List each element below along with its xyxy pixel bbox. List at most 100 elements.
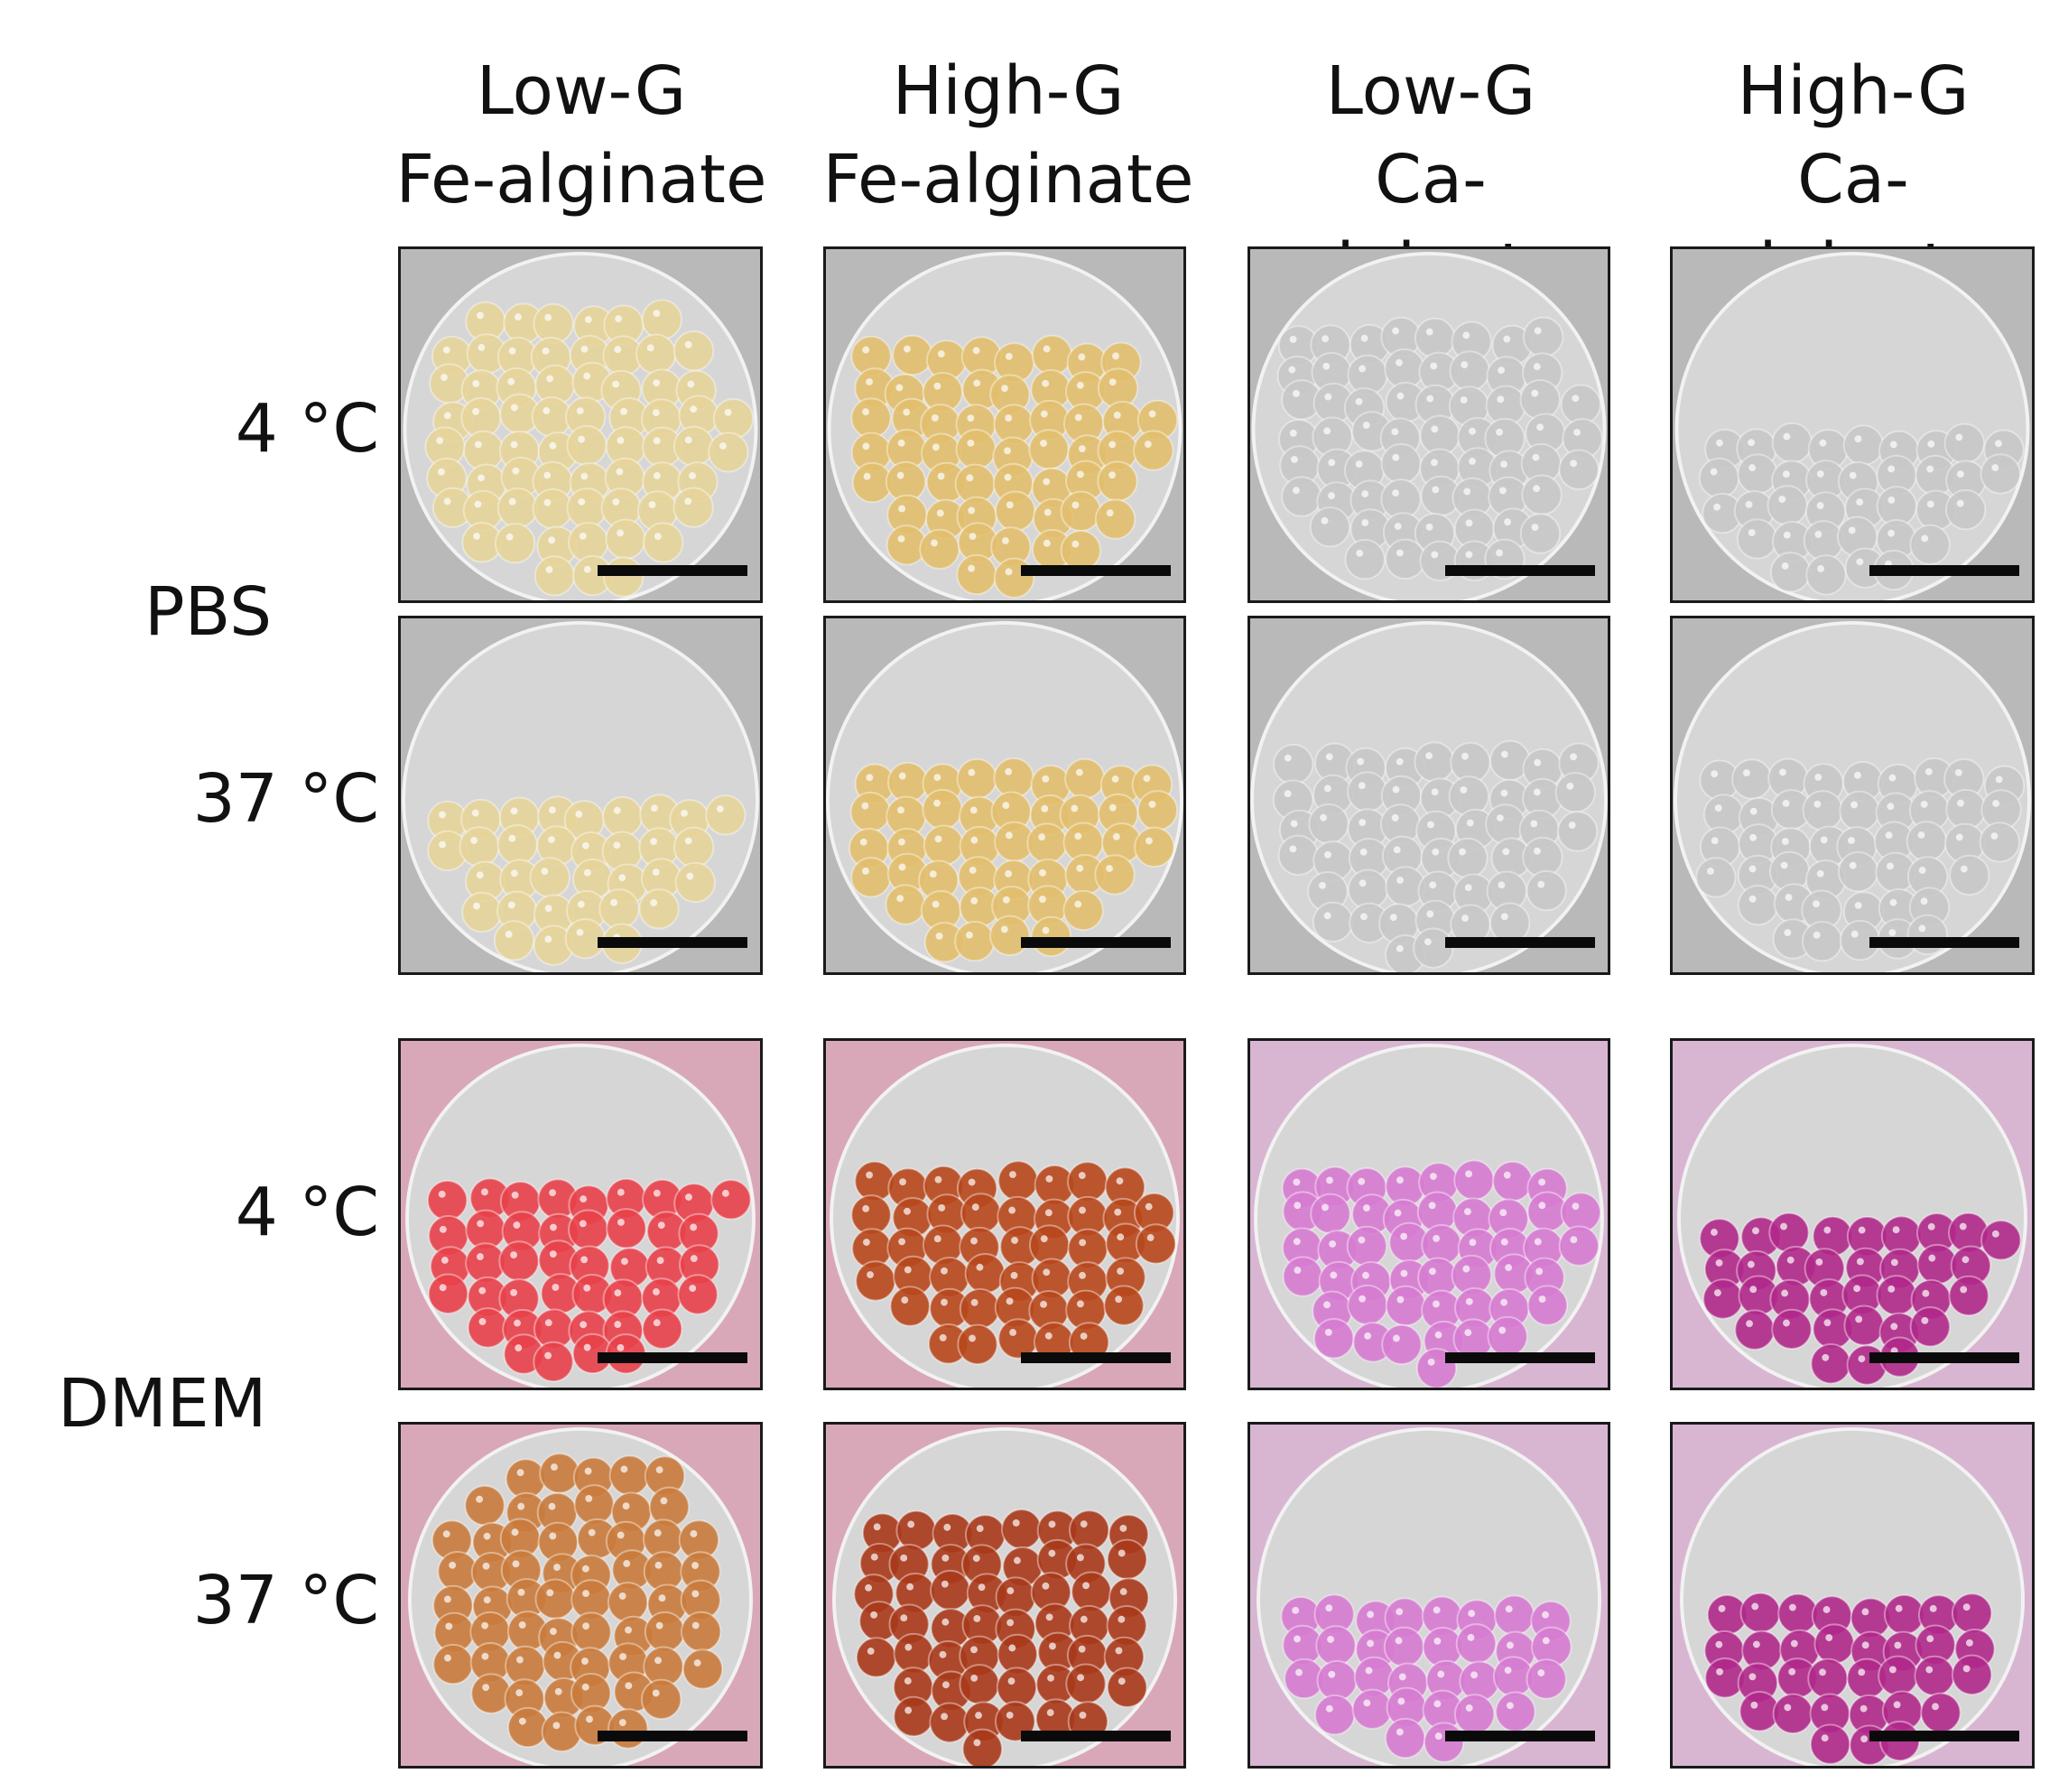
bead: [529, 857, 570, 898]
bead-highlight: [1814, 530, 1822, 538]
bead: [568, 1209, 609, 1250]
bead: [959, 1288, 1001, 1330]
bead: [1526, 869, 1567, 912]
bead: [1385, 1717, 1426, 1760]
bead-highlight: [1013, 1556, 1021, 1565]
bead-highlight: [510, 807, 518, 815]
bead-highlight: [896, 895, 904, 903]
bead-highlight: [904, 1207, 911, 1215]
bead: [464, 1484, 505, 1527]
bead-highlight: [1116, 1177, 1124, 1185]
bead-highlight: [441, 1257, 449, 1264]
bead-highlight: [1071, 501, 1080, 509]
bead: [1385, 538, 1426, 580]
bead: [1455, 1623, 1498, 1665]
bead-highlight: [1080, 1615, 1088, 1623]
photo-drawing: [826, 1041, 1183, 1388]
bead-highlight: [1078, 1645, 1086, 1653]
photo-pbs-37c-low-g-fe: [398, 616, 763, 975]
bead-highlight: [510, 441, 518, 449]
bead-highlight: [1853, 771, 1861, 779]
bead: [1031, 334, 1073, 376]
bead-highlight: [1358, 782, 1366, 790]
bead-highlight: [1425, 328, 1433, 336]
bead-highlight: [1042, 379, 1050, 387]
bead: [1492, 1160, 1534, 1202]
bead-highlight: [862, 442, 870, 450]
bead-highlight: [1715, 1640, 1723, 1648]
bead-highlight: [1040, 1235, 1048, 1243]
column-header-1: Low-G Fe-alginate: [392, 47, 771, 224]
bead: [467, 1307, 509, 1349]
bead: [885, 884, 926, 925]
bead-highlight: [1356, 549, 1364, 557]
bead: [1351, 1688, 1393, 1730]
bead-highlight: [583, 1284, 591, 1292]
bead-highlight: [1465, 1170, 1472, 1178]
bead: [1842, 424, 1885, 466]
bead-highlight: [1430, 362, 1438, 370]
bead-highlight: [862, 1239, 870, 1246]
bead-highlight: [1566, 782, 1574, 790]
bead: [672, 487, 714, 528]
bead-highlight: [1918, 924, 1926, 933]
bead-highlight: [1428, 1202, 1436, 1210]
bead: [1309, 506, 1351, 548]
bead-highlight: [1359, 365, 1367, 373]
bead-highlight: [551, 1463, 558, 1471]
bead: [638, 888, 680, 930]
bead: [1134, 826, 1175, 868]
bead: [1106, 1538, 1148, 1580]
bead-highlight: [973, 1615, 981, 1622]
bead-highlight: [1148, 410, 1156, 418]
photo-pbs-37c-high-g-ca: [1670, 616, 2035, 975]
bead-highlight: [1462, 331, 1470, 339]
bead-highlight: [512, 467, 520, 475]
bead-highlight: [1461, 361, 1469, 368]
bead-highlight: [1323, 912, 1331, 920]
bead-highlight: [1005, 869, 1012, 877]
bead-highlight: [1962, 1603, 1971, 1611]
bead: [1028, 429, 1070, 470]
bead: [1493, 1594, 1535, 1636]
bead-highlight: [1079, 1206, 1086, 1214]
bead-highlight: [1500, 1298, 1508, 1306]
bead: [1906, 914, 1948, 956]
bead-highlight: [972, 1555, 980, 1563]
photo-drawing: [826, 618, 1183, 972]
bead: [1414, 317, 1456, 359]
row-label-dmem-4c: 4 °C: [235, 1174, 379, 1251]
scale-bar: [1445, 1352, 1595, 1363]
bead-highlight: [1434, 1331, 1442, 1339]
bead: [1948, 1275, 1989, 1316]
bead-highlight: [1538, 1178, 1546, 1186]
bead-highlight: [1533, 363, 1541, 371]
bead-highlight: [617, 1531, 625, 1539]
bead: [1695, 857, 1737, 898]
bead-highlight: [1815, 1258, 1823, 1266]
bead-highlight: [1538, 1202, 1546, 1210]
bead: [1801, 921, 1843, 962]
bead-highlight: [544, 935, 552, 943]
bead-highlight: [613, 841, 621, 850]
bead-highlight: [867, 1271, 874, 1278]
bead-highlight: [1115, 1295, 1123, 1304]
bead-highlight: [653, 1288, 660, 1295]
bead-highlight: [554, 1687, 562, 1695]
bead: [1060, 529, 1101, 571]
bead-highlight: [965, 931, 973, 939]
bead-highlight: [1111, 775, 1119, 783]
bead-highlight: [1854, 435, 1862, 443]
bead: [1308, 803, 1349, 845]
bead-highlight: [442, 1530, 450, 1538]
bead-highlight: [970, 896, 978, 905]
bead-highlight: [932, 443, 940, 451]
bead-highlight: [969, 806, 978, 814]
bead: [849, 791, 891, 833]
bead-highlight: [1496, 428, 1504, 436]
bead: [1736, 518, 1778, 560]
bead-highlight: [1328, 492, 1335, 500]
bead-highlight: [1817, 565, 1825, 572]
bead-highlight: [1461, 915, 1469, 923]
bead-highlight: [585, 1494, 593, 1502]
